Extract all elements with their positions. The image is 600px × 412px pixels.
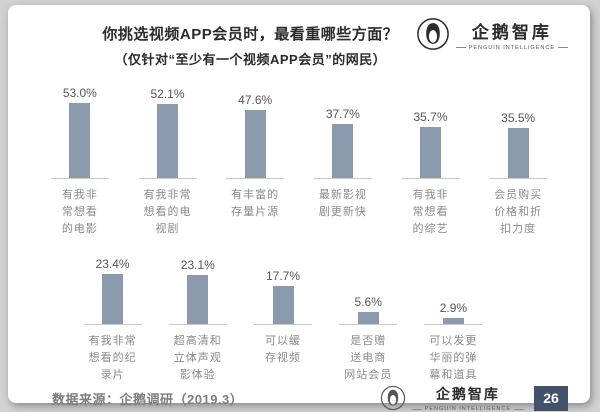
bar-value-label: 23.4% bbox=[95, 257, 130, 272]
bar-column: 37.7% 最新影视 剧更新快 bbox=[299, 82, 387, 238]
bar-value-label: 35.7% bbox=[413, 110, 448, 124]
axis-baseline bbox=[339, 324, 398, 326]
axis-baseline bbox=[313, 178, 372, 179]
bar-column: 5.6% 是否赠 送电商 网站会员 bbox=[326, 254, 411, 384]
bar-value-label: 52.1% bbox=[150, 87, 185, 101]
bar-value-label: 23.1% bbox=[180, 258, 215, 273]
bar-column: 35.7% 有我非 常想看 的综艺 bbox=[387, 82, 475, 238]
bar-stack: 47.6% bbox=[238, 82, 272, 178]
bar-column: 35.5% 会员购买 价格和折 扣力度 bbox=[474, 82, 562, 238]
bar-stack: 35.5% bbox=[501, 82, 535, 178]
bar-category-label: 可以发更 华丽的弹 幕和道具 bbox=[429, 335, 478, 382]
footer-right: 企鹅智库 PENGUIN INTELLIGENCE 26 bbox=[380, 384, 568, 412]
bar-value-label: 53.0% bbox=[62, 86, 97, 100]
bar bbox=[102, 274, 124, 325]
brand-subtitle: PENGUIN INTELLIGENCE bbox=[455, 45, 568, 51]
bar-category-label: 有丰富的 存量片源 bbox=[231, 189, 280, 219]
divider-line bbox=[558, 47, 568, 48]
bar-category-label: 有我非常 想看的纪 录片 bbox=[88, 335, 137, 382]
bar-column: 47.6% 有丰富的 存量片源 bbox=[211, 82, 299, 238]
bar-category-label: 有我非常 想看的电 视剧 bbox=[143, 189, 192, 236]
bar-stack: 53.0% bbox=[63, 82, 97, 178]
bar-value-label: 2.9% bbox=[439, 301, 468, 316]
bar-value-label: 37.7% bbox=[325, 107, 360, 121]
bar-stack: 23.1% bbox=[180, 254, 215, 325]
bar-stack: 37.7% bbox=[326, 82, 360, 178]
divider-line bbox=[411, 408, 422, 410]
axis-baseline bbox=[168, 324, 227, 326]
bar-value-label: 17.7% bbox=[265, 269, 301, 284]
page-number-badge: 26 bbox=[534, 385, 568, 411]
bar-chart-row-top: 53.0% 有我非 常想看 的电影 52.1% 有我非常 想看的电 视剧 47.6% 有丰… bbox=[30, 82, 568, 238]
bar-category-label: 是否赠 送电商 网站会员 bbox=[344, 335, 393, 382]
brand-subtitle: PENGUIN INTELLIGENCE bbox=[411, 406, 524, 412]
bar-column: 23.1% 超高清和 立体声观 影体验 bbox=[155, 254, 240, 384]
axis-baseline bbox=[226, 178, 285, 179]
bar bbox=[69, 103, 91, 178]
bar-category-label: 超高清和 立体声观 影体验 bbox=[173, 335, 222, 382]
bar-stack: 5.6% bbox=[354, 254, 382, 325]
axis-baseline bbox=[50, 178, 109, 179]
bar bbox=[420, 127, 442, 178]
bar-chart-row-bottom: 23.4% 有我非常 想看的纪 录片 23.1% 超高清和 立体声观 影体验 17.7%… bbox=[30, 254, 568, 384]
penguin-icon bbox=[416, 17, 450, 51]
bar bbox=[507, 128, 529, 178]
brand-logo-text: 企鹅智库 PENGUIN INTELLIGENCE bbox=[455, 18, 568, 51]
bar bbox=[442, 318, 464, 325]
axis-baseline bbox=[401, 178, 460, 179]
bar-stack: 17.7% bbox=[265, 254, 301, 325]
bar-column: 52.1% 有我非常 想看的电 视剧 bbox=[124, 82, 212, 238]
axis-baseline bbox=[138, 178, 197, 179]
title-line-2: （仅针对“至少有一个视频APP会员”的网民） bbox=[114, 52, 387, 67]
bar bbox=[244, 110, 266, 178]
axis-baseline bbox=[254, 324, 312, 326]
axis-baseline bbox=[489, 178, 548, 179]
bar-column: 17.7% 可以缓 存视频 bbox=[240, 254, 325, 384]
bar bbox=[187, 275, 209, 325]
bar-value-label: 47.6% bbox=[238, 93, 273, 107]
brand-name: 企鹅智库 bbox=[435, 386, 500, 403]
brand-logo-text: 企鹅智库 PENGUIN INTELLIGENCE bbox=[411, 384, 524, 412]
bar-category-label: 最新影视 剧更新快 bbox=[318, 189, 367, 219]
penguin-icon bbox=[380, 385, 406, 411]
bar-value-label: 35.5% bbox=[501, 111, 536, 125]
bar-stack: 35.7% bbox=[414, 82, 448, 178]
bar-stack: 52.1% bbox=[150, 82, 185, 178]
brand-logo: 企鹅智库 PENGUIN INTELLIGENCE bbox=[416, 17, 568, 51]
page-title: 你挑选视频APP会员时，最看重哪些方面？ （仅针对“至少有一个视频APP会员”的… bbox=[30, 17, 416, 68]
slide-card: 你挑选视频APP会员时，最看重哪些方面？ （仅针对“至少有一个视频APP会员”的… bbox=[8, 5, 590, 412]
bar-stack: 2.9% bbox=[439, 254, 468, 325]
bar-column: 53.0% 有我非 常想看 的电影 bbox=[36, 82, 124, 238]
bar bbox=[272, 286, 294, 325]
data-source-text: 数据来源：企鹅调研（2019.3） bbox=[52, 391, 244, 407]
bar-column: 2.9% 可以发更 华丽的弹 幕和道具 bbox=[411, 254, 496, 384]
bar-category-label: 有我非 常想看 的电影 bbox=[61, 189, 98, 236]
footer: 数据来源：企鹅调研（2019.3） 企鹅智库 PENGUIN INTELLIGE… bbox=[30, 384, 568, 412]
title-line-1: 你挑选视频APP会员时，最看重哪些方面？ bbox=[102, 26, 399, 43]
divider-line bbox=[455, 47, 466, 48]
bar-category-label: 会员购买 价格和折 扣力度 bbox=[494, 189, 543, 236]
divider-line bbox=[514, 408, 524, 410]
brand-logo-footer: 企鹅智库 PENGUIN INTELLIGENCE bbox=[380, 384, 524, 412]
bar bbox=[157, 104, 178, 178]
axis-baseline bbox=[83, 324, 142, 326]
header: 你挑选视频APP会员时，最看重哪些方面？ （仅针对“至少有一个视频APP会员”的… bbox=[30, 17, 568, 68]
bar-column: 23.4% 有我非常 想看的纪 录片 bbox=[70, 254, 155, 384]
bar-category-label: 可以缓 存视频 bbox=[265, 335, 301, 365]
bar bbox=[332, 124, 354, 178]
bar-category-label: 有我非 常想看 的综艺 bbox=[412, 189, 449, 236]
axis-baseline bbox=[424, 324, 483, 326]
bar-value-label: 5.6% bbox=[354, 295, 382, 310]
brand-name: 企鹅智库 bbox=[471, 22, 552, 42]
bar bbox=[357, 312, 379, 325]
bar-stack: 23.4% bbox=[95, 254, 130, 325]
